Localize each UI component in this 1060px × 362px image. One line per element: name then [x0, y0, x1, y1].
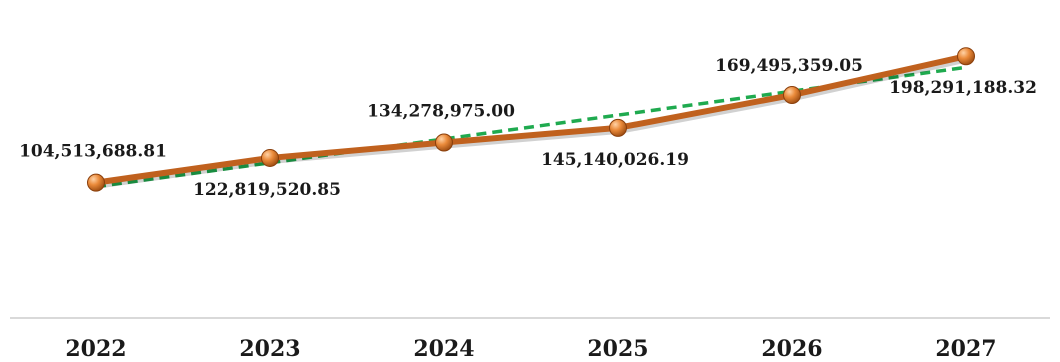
data-point — [609, 118, 627, 137]
trendline — [95, 65, 967, 189]
trendline-layer — [95, 65, 967, 189]
x-tick-layer: 2022 2023 2024 2025 2026 2027 — [65, 336, 996, 362]
data-point — [957, 47, 975, 66]
series-line-layer — [93, 53, 971, 189]
data-point — [87, 173, 105, 192]
data-point — [783, 86, 801, 105]
data-label-layer: 104,513,688.81 122,819,520.85 134,278,975.… — [19, 56, 1037, 200]
data-point — [261, 148, 279, 167]
x-tick-label: 2024 — [413, 336, 474, 362]
data-label: 169,495,359.05 — [715, 56, 863, 76]
data-label: 104,513,688.81 — [19, 142, 167, 162]
x-tick-label: 2027 — [935, 336, 996, 362]
data-point — [435, 133, 453, 152]
series-line — [93, 53, 969, 186]
x-tick-label: 2023 — [239, 336, 300, 362]
data-label: 134,278,975.00 — [367, 101, 515, 121]
data-label: 198,291,188.32 — [889, 78, 1037, 98]
data-label: 145,140,026.19 — [541, 150, 689, 170]
x-tick-label: 2026 — [761, 336, 822, 362]
x-tick-label: 2022 — [65, 336, 126, 362]
data-label: 122,819,520.85 — [193, 180, 341, 200]
marker-layer — [87, 47, 975, 192]
x-tick-label: 2025 — [587, 336, 648, 362]
